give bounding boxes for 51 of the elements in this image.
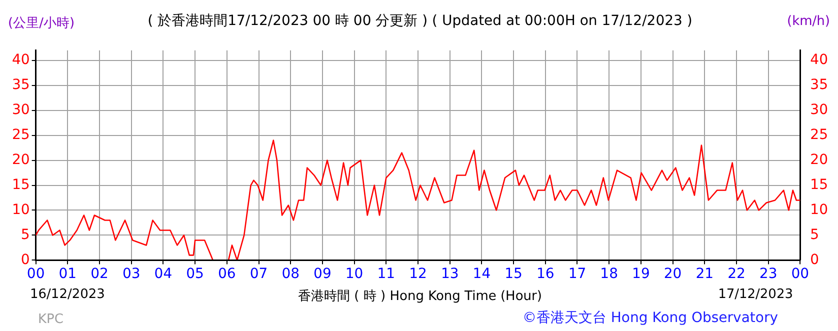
y2-tick-label: 10	[810, 202, 828, 218]
y-tick-label: 10	[12, 202, 30, 218]
x-tick-label: 20	[664, 266, 682, 282]
y-tick-label: 30	[12, 102, 30, 118]
text: ©香港天文台 Hong Kong Observatory	[522, 309, 778, 327]
x-tick-label: 05	[186, 266, 204, 282]
x-tick-label: 01	[58, 266, 77, 282]
y-tick-label: 20	[12, 152, 30, 168]
x-tick-label: 19	[632, 266, 650, 282]
y-tick-label: 15	[12, 176, 30, 193]
y2-tick-label: 5	[810, 226, 820, 243]
x-tick-label: 03	[122, 266, 140, 282]
x-tick-label: 18	[600, 266, 618, 282]
y2-tick-label: 30	[810, 102, 828, 118]
y-tick-label: 40	[12, 52, 30, 68]
text: 16/12/2023	[30, 287, 105, 302]
x-tick-label: 12	[409, 266, 427, 282]
y2-tick-label: 0	[810, 252, 820, 268]
text: KPC	[38, 312, 64, 327]
y-tick-label: 35	[12, 77, 30, 94]
x-tick-label: 14	[472, 266, 491, 282]
y2-tick-label: 25	[810, 126, 828, 143]
x-tick-label: 15	[504, 266, 522, 282]
text: 17/12/2023	[718, 287, 793, 302]
x-tick-label: 17	[568, 266, 586, 282]
y-tick-label: 5	[20, 226, 30, 243]
x-tick-label: 09	[314, 266, 332, 282]
y2-tick-label: 20	[810, 152, 828, 168]
y2-tick-label: 40	[810, 52, 828, 68]
x-tick-label: 04	[154, 266, 172, 282]
x-tick-label: 21	[696, 266, 714, 282]
chart-title: ( 於香港時間17/12/2023 00 時 00 分更新 ) ( Updated at 00:00H on 17/12/2023 )	[148, 12, 692, 30]
x-tick-label: 16	[536, 266, 554, 282]
y2-tick-label: 15	[810, 176, 828, 193]
x-tick-label: 00	[791, 266, 810, 282]
x-tick-label: 06	[218, 266, 236, 282]
y2-axis-title: (km/h)	[787, 14, 830, 29]
x-tick-label: 13	[440, 266, 459, 282]
x-tick-label: 02	[90, 266, 108, 282]
y-tick-label: 0	[20, 252, 30, 268]
x-tick-label: 07	[250, 266, 268, 282]
x-tick-label: 11	[377, 266, 396, 282]
y-axis-title: (公里/小時)	[8, 15, 75, 32]
x-tick-label: 23	[759, 266, 778, 282]
x-tick-label: 08	[282, 266, 300, 282]
x-tick-label: 10	[345, 266, 364, 282]
y-tick-label: 25	[12, 126, 30, 143]
y2-tick-label: 35	[810, 77, 828, 94]
x-axis-title: 香港時間 ( 時 ) Hong Kong Time (Hour)	[298, 288, 542, 305]
x-tick-label: 00	[26, 266, 45, 282]
x-tick-label: 22	[728, 266, 746, 282]
